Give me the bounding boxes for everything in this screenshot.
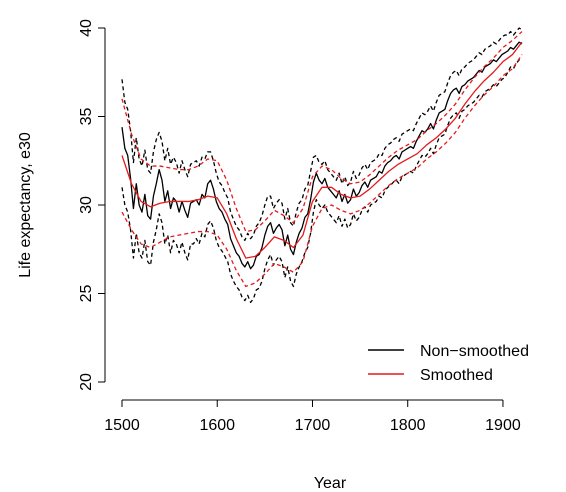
x-axis: 1500 1600 1700 1800 1900 <box>104 399 521 434</box>
series-line-non-smoothed <box>121 41 523 270</box>
x-tick-label: 1700 <box>295 417 331 434</box>
y-tick-label: 20 <box>78 373 95 391</box>
y-ticks: 20 25 30 35 40 <box>78 19 105 391</box>
legend: Non−smoothed Smoothed <box>368 343 529 384</box>
x-axis-label: Year <box>314 475 347 492</box>
plot-area <box>121 27 523 303</box>
band-line-non_smoothed <box>121 59 523 303</box>
x-tick-label: 1800 <box>390 417 426 434</box>
x-ticks: 1500 1600 1700 1800 1900 <box>104 400 521 434</box>
legend-label: Smoothed <box>420 367 493 384</box>
band-line-non_smoothed <box>121 27 523 242</box>
legend-label: Non−smoothed <box>420 343 529 360</box>
band-line-smoothed <box>121 31 523 233</box>
y-tick-label: 35 <box>78 108 95 126</box>
series-layer <box>121 27 523 303</box>
series-line-smoothed <box>121 41 523 259</box>
x-tick-label: 1900 <box>485 417 521 434</box>
band-line-smoothed <box>121 54 523 288</box>
y-tick-label: 30 <box>78 196 95 214</box>
x-tick-label: 1600 <box>199 417 235 434</box>
x-tick-label: 1500 <box>104 417 140 434</box>
y-tick-label: 25 <box>78 285 95 303</box>
y-axis-label: Life expectancy, e30 <box>17 132 34 278</box>
y-axis: 20 25 30 35 40 <box>78 19 106 391</box>
y-tick-label: 40 <box>78 19 95 37</box>
